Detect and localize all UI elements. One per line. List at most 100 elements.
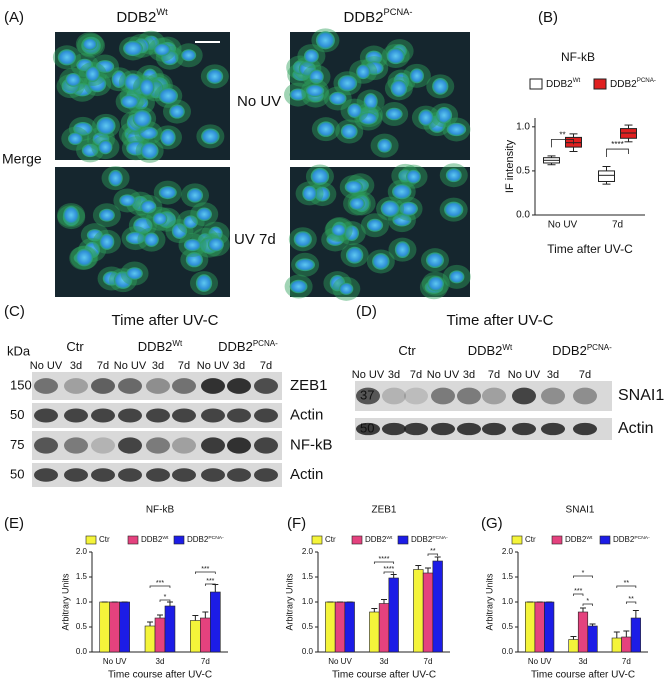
blot-band bbox=[64, 468, 88, 482]
cell-nucleus bbox=[399, 201, 418, 216]
lane-label: No UV bbox=[352, 369, 385, 381]
lane-label: 7d bbox=[488, 369, 500, 381]
cell-nucleus bbox=[385, 107, 403, 121]
blot-label: Actin bbox=[290, 406, 323, 423]
lane-label: 7d bbox=[97, 360, 109, 372]
blot-band bbox=[91, 408, 115, 423]
legend-label-sup: PCNA- bbox=[208, 535, 224, 541]
blot-band bbox=[482, 387, 506, 405]
blot-title: Time after UV-C bbox=[447, 312, 554, 329]
y-tick-label: 1.0 bbox=[76, 597, 88, 606]
legend-label: DDB2PCNA- bbox=[411, 535, 448, 544]
kda-label: 50 bbox=[10, 466, 24, 481]
cell-nucleus bbox=[432, 78, 449, 95]
lane-label: No UV bbox=[508, 369, 541, 381]
lane-label: 3d bbox=[547, 369, 559, 381]
blot-label: NF-kB bbox=[290, 436, 333, 453]
blot-band bbox=[172, 468, 196, 482]
cell-nucleus bbox=[449, 270, 465, 284]
cell-nucleus bbox=[158, 87, 178, 104]
sig-label: ** bbox=[624, 580, 630, 587]
cell-nucleus bbox=[427, 276, 445, 292]
cell-nucleus bbox=[356, 64, 371, 80]
chart-title: NF-kB bbox=[146, 505, 175, 516]
sig-bracket bbox=[573, 575, 593, 578]
blot-band bbox=[356, 422, 380, 436]
bar bbox=[577, 611, 589, 653]
blot-band bbox=[118, 468, 142, 482]
group-label-base: DDB2 bbox=[552, 343, 587, 358]
cell-nucleus bbox=[68, 132, 83, 145]
x-tick-label: No UV bbox=[328, 657, 352, 666]
x-tick-label: 7d bbox=[612, 220, 623, 231]
kda-label: 75 bbox=[10, 437, 24, 452]
cell-nucleus bbox=[310, 167, 330, 186]
blot-band bbox=[118, 408, 142, 423]
blot bbox=[32, 463, 282, 487]
blot-band bbox=[457, 422, 481, 436]
cell-nucleus bbox=[125, 231, 146, 245]
cell-nucleus bbox=[138, 126, 158, 140]
cell-nucleus bbox=[82, 38, 98, 51]
blot-band bbox=[541, 387, 565, 405]
cell-nucleus bbox=[366, 218, 384, 232]
cell-nucleus bbox=[377, 138, 392, 153]
micrograph bbox=[52, 30, 230, 163]
legend-label-sup: Wt bbox=[386, 535, 393, 541]
cell-nucleus bbox=[303, 49, 319, 64]
chart-title: SNAI1 bbox=[566, 505, 595, 516]
cell-nucleus bbox=[406, 169, 421, 184]
cell-nucleus bbox=[317, 121, 335, 137]
cell-nucleus bbox=[183, 238, 202, 252]
legend-label: DDB2PCNA- bbox=[613, 535, 650, 544]
legend-label: DDB2Wt bbox=[565, 535, 593, 544]
legend-swatch bbox=[599, 535, 611, 545]
kda-label: 50 bbox=[10, 407, 24, 422]
sig-bracket bbox=[616, 585, 637, 588]
cell-nucleus bbox=[314, 186, 331, 202]
legend-label-base: Ctr bbox=[525, 535, 536, 544]
legend-label-base: DDB2 bbox=[141, 535, 163, 544]
cell-nucleus bbox=[344, 225, 360, 241]
chart-title: NF-kB bbox=[561, 50, 595, 64]
cell-nucleus bbox=[344, 180, 363, 194]
y-tick-label: 0.5 bbox=[302, 622, 314, 631]
bar bbox=[200, 617, 211, 653]
bar bbox=[164, 605, 176, 653]
cell-nucleus bbox=[171, 223, 188, 239]
blot-band bbox=[146, 437, 170, 454]
legend-swatch bbox=[85, 535, 97, 545]
blot-band bbox=[227, 408, 251, 423]
blot-band bbox=[64, 437, 88, 454]
lane-label: 3d bbox=[388, 369, 400, 381]
sig-bracket bbox=[195, 571, 216, 574]
x-tick-label: 3d bbox=[579, 657, 588, 666]
legend-label-base: Ctr bbox=[325, 535, 336, 544]
bar bbox=[630, 617, 641, 653]
group-label: DDB2Wt bbox=[468, 343, 513, 359]
legend-label-base: DDB2 bbox=[613, 535, 635, 544]
lane-label: 7d bbox=[178, 360, 190, 372]
blot-band bbox=[254, 408, 278, 423]
group-label-base: Ctr bbox=[398, 343, 416, 358]
blot-band bbox=[573, 387, 597, 405]
y-tick-label: 1.5 bbox=[302, 572, 314, 581]
sig-label: *** bbox=[156, 580, 164, 587]
panel-label: (E) bbox=[4, 515, 24, 532]
blot-band bbox=[254, 378, 278, 394]
blot-label: SNAI1 bbox=[618, 387, 664, 404]
cell-nucleus bbox=[305, 84, 325, 97]
blot-band bbox=[227, 437, 251, 454]
legend-label-sup: Wt bbox=[586, 535, 593, 541]
cell-nucleus bbox=[63, 206, 80, 225]
cell-nucleus bbox=[123, 40, 143, 57]
blot-band bbox=[201, 437, 225, 454]
blot bbox=[32, 431, 282, 460]
micrograph bbox=[284, 28, 471, 160]
kda-label: 150 bbox=[10, 377, 32, 392]
group-label-base: DDB2 bbox=[218, 339, 253, 354]
cell-nucleus bbox=[124, 73, 142, 91]
cell-nucleus bbox=[347, 103, 362, 118]
panel-label: (A) bbox=[4, 9, 24, 26]
sig-bracket bbox=[551, 138, 574, 148]
